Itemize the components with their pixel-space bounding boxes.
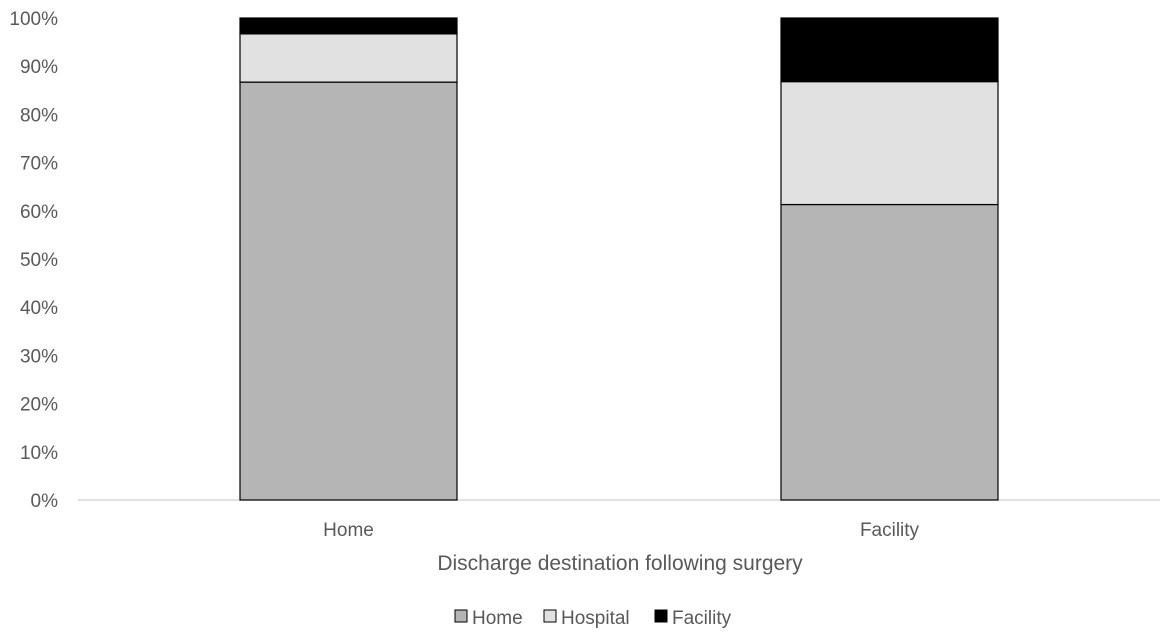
x-category-label: Home — [323, 520, 374, 541]
bar-segment-hospital — [780, 81, 999, 206]
y-tick-label: 80% — [20, 105, 58, 126]
y-axis-ticks: 0% 10% 20% 30% 40% 50% 60% 70% 80% 90% 100% — [9, 9, 58, 512]
y-tick-label: 100% — [9, 9, 58, 30]
y-tick-label: 70% — [20, 154, 58, 175]
legend-swatch-facility — [654, 609, 668, 623]
legend-swatch-home — [454, 609, 468, 623]
x-category-label: Facility — [860, 520, 920, 541]
y-tick-label: 50% — [20, 250, 58, 271]
y-tick-label: 90% — [20, 57, 58, 78]
legend-label: Home — [472, 608, 523, 629]
y-tick-label: 40% — [20, 298, 58, 319]
y-tick-label: 60% — [20, 202, 58, 223]
bar-segment-hospital — [239, 33, 458, 83]
legend: Home Hospital Facility — [454, 608, 732, 629]
y-tick-label: 0% — [31, 491, 59, 512]
y-tick-label: 30% — [20, 346, 58, 367]
bar-segment-facility — [780, 17, 999, 83]
bar-segment-home — [780, 203, 999, 501]
bar-segment-home — [239, 81, 458, 501]
x-axis-categories: Home Facility — [323, 520, 919, 541]
bar-stacks — [239, 17, 999, 501]
y-tick-label: 20% — [20, 395, 58, 416]
legend-label: Facility — [672, 608, 732, 629]
legend-swatch-hospital — [543, 609, 557, 623]
legend-label: Hospital — [561, 608, 630, 629]
y-tick-label: 10% — [20, 443, 58, 464]
x-axis-title: Discharge destination following surgery — [437, 552, 803, 575]
bar-segment-facility — [239, 17, 458, 35]
